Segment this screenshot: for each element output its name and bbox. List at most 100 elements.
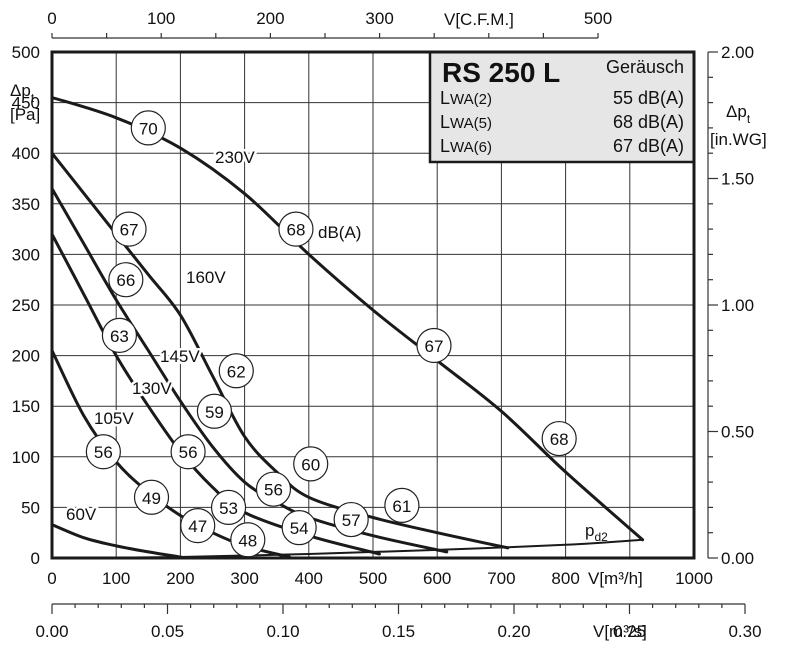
noise-marker-circle	[85, 434, 121, 470]
secondary-tick-label: 0.10	[266, 622, 299, 641]
axes: 0 100 200 300 400 500 600 700 800 1000 0 50 100 150 20…	[12, 9, 762, 641]
noise-marker-circle	[133, 479, 170, 515]
noise-marker: 48	[230, 522, 266, 558]
noise-row-label: LWA(2)	[440, 88, 492, 108]
noise-marker-value: 56	[264, 481, 283, 500]
voltage-label: 145V	[160, 347, 200, 366]
y-tick-label: 0	[31, 549, 40, 568]
series-labels: 230V 160V 145V 130V 105V 60V	[64, 146, 258, 527]
curve-60v	[50, 523, 189, 560]
right-axis-title: Δpt [in.WG]	[710, 102, 767, 149]
y-tick-label: 150	[12, 397, 40, 416]
noise-marker-circle	[101, 317, 138, 353]
noise-marker: 66	[108, 262, 144, 298]
y-tick-label: 200	[12, 347, 40, 366]
noise-marker: 68	[541, 420, 577, 457]
noise-marker: 56	[255, 471, 292, 507]
noise-marker-circle	[281, 510, 317, 546]
noise-marker: 67	[111, 211, 147, 247]
voltage-label: 230V	[215, 148, 255, 167]
secondary-tick-label: 0.30	[728, 622, 761, 641]
noise-marker-circle	[255, 471, 292, 507]
right-tick-label: 1.50	[721, 170, 754, 189]
noise-marker-circle	[218, 353, 254, 389]
x-tick-label: 200	[166, 569, 194, 588]
y-tick-label: 100	[12, 448, 40, 467]
noise-marker: 68	[278, 211, 314, 247]
noise-marker-circle	[541, 420, 577, 457]
x-tick-label: 800	[551, 569, 579, 588]
curve-145v	[50, 187, 449, 554]
voltage-label: 130V	[132, 379, 172, 398]
x-tick-label: 500	[359, 569, 387, 588]
noise-marker-value: 49	[142, 489, 161, 508]
noise-marker: 56	[85, 434, 121, 470]
noise-marker-circle	[293, 446, 329, 482]
top-tick-label: 100	[147, 9, 175, 28]
y-tick-label: 50	[21, 498, 40, 517]
x-tick-label: 100	[102, 569, 130, 588]
noise-marker: 56	[170, 434, 206, 470]
noise-marker: 54	[281, 510, 317, 546]
secondary-tick-label: 0.25	[613, 622, 646, 641]
x-tick-label: 400	[295, 569, 323, 588]
noise-marker: 47	[180, 508, 216, 544]
noise-marker: 49	[133, 479, 170, 515]
noise-marker-value: 61	[392, 497, 411, 516]
top-tick-label: 200	[256, 9, 284, 28]
noise-marker: 70	[130, 110, 166, 146]
noise-marker-value: 70	[139, 119, 158, 138]
noise-heading: Geräusch	[606, 57, 684, 77]
noise-marker-value: 67	[425, 337, 444, 356]
y-tick-label: 450	[12, 94, 40, 113]
noise-marker-value: 66	[116, 271, 135, 290]
noise-markers: 70 68 67 68 67 66 63 62 59 60 61 56 56 56 57 49 53 47 54 48	[85, 110, 577, 558]
voltage-label: 105V	[94, 409, 134, 428]
noise-marker-circle	[278, 211, 314, 247]
secondary-tick-label: 0.05	[151, 622, 184, 641]
noise-row-value: 68 dB(A)	[613, 112, 684, 132]
x-tick-label: 300	[230, 569, 258, 588]
x-tick-label: 700	[487, 569, 515, 588]
noise-marker-value: 56	[179, 443, 198, 462]
noise-marker-value: 53	[219, 499, 238, 518]
svg-text:Δpt: Δpt	[726, 102, 751, 126]
y-tick-label: 250	[12, 296, 40, 315]
noise-marker-circle	[108, 262, 144, 298]
noise-marker: 67	[416, 327, 452, 364]
x-tick-label: 600	[423, 569, 451, 588]
noise-row-label: LWA(6)	[440, 136, 492, 156]
secondary-axis-title: V[m³/s]	[593, 622, 647, 641]
top-tick-label: 500	[584, 9, 612, 28]
noise-marker-circle	[180, 508, 216, 544]
x-tick-label: 0	[47, 569, 56, 588]
y-tick-label: 350	[12, 195, 40, 214]
right-tick-label: 1.00	[721, 296, 754, 315]
noise-marker-circle	[196, 393, 233, 429]
noise-marker-value: 63	[110, 327, 129, 346]
plot-frame	[50, 50, 696, 560]
svg-text:[Pa]: [Pa]	[10, 105, 40, 124]
pd2-label: pd2	[585, 521, 608, 544]
noise-marker-value: 57	[342, 511, 361, 530]
noise-row-value: 55 dB(A)	[613, 88, 684, 108]
noise-marker-value: 47	[188, 517, 207, 536]
secondary-tick-label: 0.20	[497, 622, 530, 641]
x-tick-label: 1000	[675, 569, 713, 588]
secondary-tick-label: 0.15	[382, 622, 415, 641]
right-tick-label: 0.50	[721, 423, 754, 442]
bottom-axis-title: V[m³/h]	[588, 569, 643, 588]
noise-row-label: LWA(5)	[440, 112, 492, 132]
noise-row-value: 67 dB(A)	[613, 136, 684, 156]
noise-marker: 63	[101, 317, 138, 353]
right-tick-label: 0.00	[721, 549, 754, 568]
noise-marker-circle	[333, 501, 369, 538]
curve-pd2	[51, 538, 643, 559]
noise-marker-circle	[111, 211, 147, 247]
left-axis-title: Δpt [Pa]	[10, 81, 40, 124]
y-tick-label: 500	[12, 43, 40, 62]
noise-marker-circle	[130, 110, 166, 146]
noise-marker-circle	[210, 489, 247, 525]
noise-marker-circle	[416, 327, 452, 364]
